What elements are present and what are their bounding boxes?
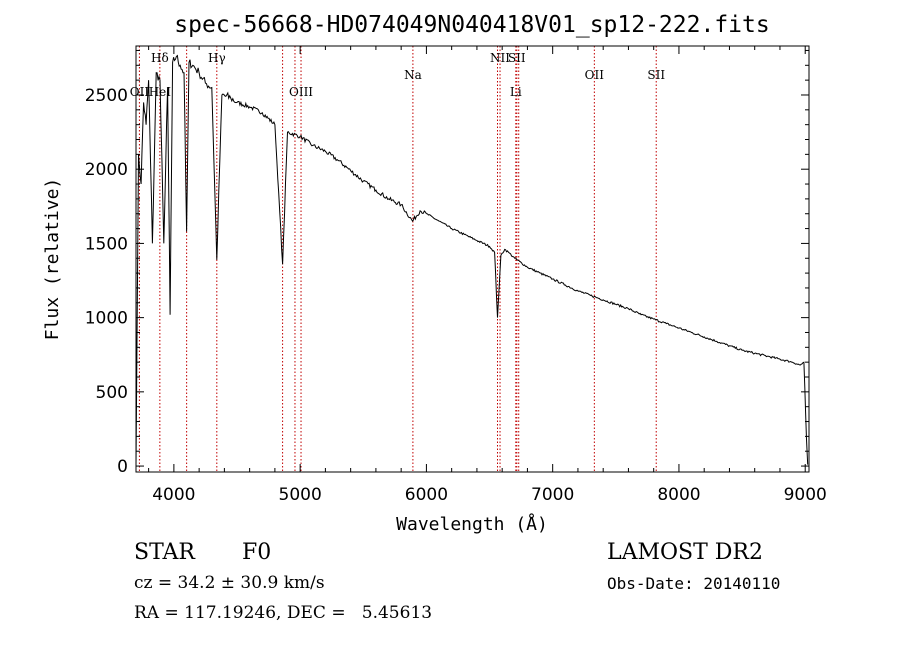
line-label: OIII (289, 85, 313, 99)
x-axis-ticks: 4000 5000 6000 7000 8000 9000 (148, 46, 827, 505)
coordinates-text: RA = 117.19246, DEC = 5.45613 (134, 603, 433, 623)
line-label: Na (404, 68, 422, 82)
chart-title: spec-56668-HD074049N040418V01_sp12-222.f… (174, 12, 769, 38)
x-tick-label: 6000 (405, 485, 448, 505)
x-tick-label: 8000 (657, 485, 700, 505)
x-tick-label: 9000 (784, 485, 827, 505)
x-tick-label: 4000 (152, 485, 195, 505)
plot-frame (135, 45, 810, 473)
reference-lines (138, 46, 657, 472)
line-label: Li (510, 85, 522, 99)
line-label: SII (647, 68, 665, 82)
y-axis-ticks: 0 500 1000 1500 2000 2500 (85, 49, 809, 477)
y-tick-label: 2500 (85, 86, 128, 106)
line-label: OII (130, 85, 150, 99)
line-label: OII (585, 68, 605, 82)
x-axis-label: Wavelength (Å) (396, 513, 548, 535)
spectrum-line (135, 54, 809, 467)
y-axis-label: Flux (relative) (42, 178, 63, 341)
survey-name: LAMOST DR2 (607, 540, 763, 565)
line-label: NII (490, 51, 510, 65)
y-tick-label: 500 (96, 383, 128, 403)
line-label: Hδ (151, 51, 169, 65)
y-tick-label: 1000 (85, 309, 128, 329)
observation-date: Obs-Date: 20140110 (607, 574, 781, 593)
object-class: STAR (134, 540, 195, 565)
redshift-text: cz = 34.2 ± 30.9 km/s (134, 573, 325, 593)
line-label: Hγ (208, 51, 226, 65)
y-tick-label: 2000 (85, 160, 128, 180)
y-tick-label: 1500 (85, 234, 128, 254)
object-subclass: F0 (242, 540, 272, 565)
x-tick-label: 7000 (531, 485, 574, 505)
y-tick-label: 0 (117, 457, 128, 477)
line-label: SII (508, 51, 526, 65)
x-tick-label: 5000 (279, 485, 322, 505)
